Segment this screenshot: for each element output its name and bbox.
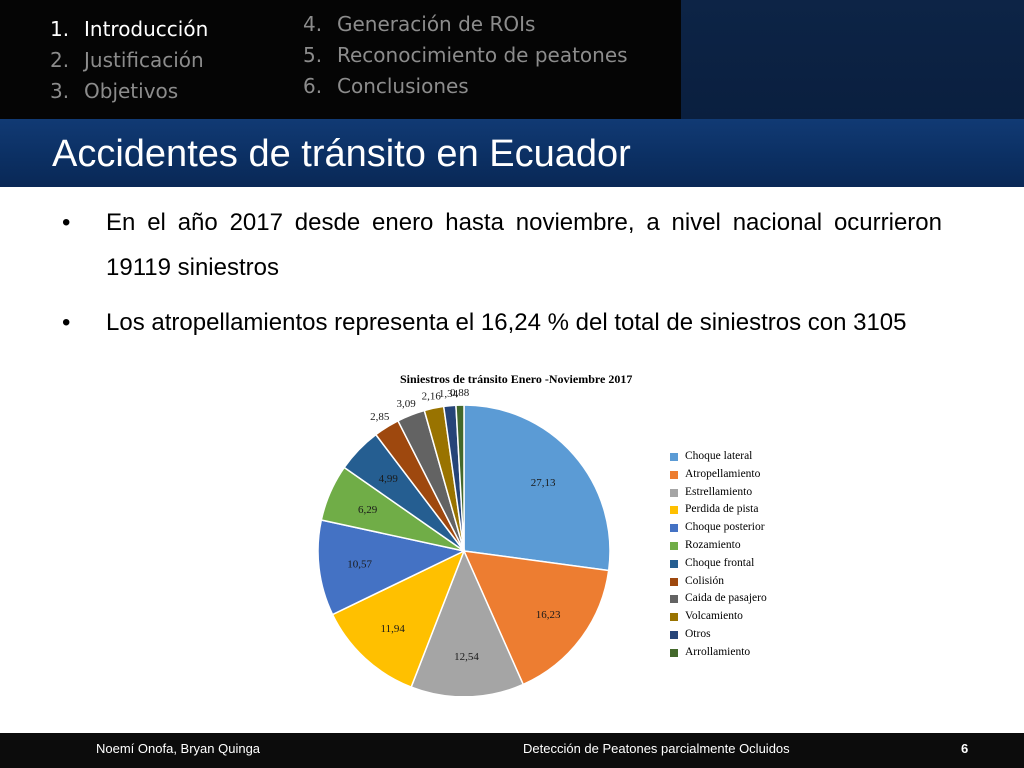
legend-swatch [670, 470, 678, 479]
bullet-item: • Los atropellamientos representa el 16,… [62, 300, 942, 345]
bullet-text: En el año 2017 desde enero hasta noviemb… [106, 209, 942, 281]
footer-authors: Noemí Onofa, Bryan Quinga [96, 741, 261, 756]
pie-data-label: 27,13 [531, 477, 556, 489]
page-number: 6 [961, 741, 969, 756]
legend-swatch [670, 506, 678, 515]
pie-data-label: 3,09 [397, 398, 417, 410]
legend-swatch [670, 559, 678, 568]
bullet-list: • En el año 2017 desde enero hasta novie… [62, 200, 942, 355]
pie-data-label: 16,23 [536, 609, 561, 621]
legend-entry: Colisión [670, 573, 767, 591]
bullet-text: Los atropellamientos representa el 16,24… [106, 309, 907, 336]
pie-data-label: 6,29 [358, 504, 378, 516]
legend-label: Arrollamiento [685, 645, 751, 658]
legend-swatch [670, 524, 678, 533]
legend-label: Choque lateral [685, 450, 753, 462]
pie-data-label: 0,88 [450, 387, 470, 399]
legend-label: Estrellamiento [685, 485, 753, 498]
legend-label: Otros [685, 627, 711, 640]
nav-right-column: 4. Generación de ROIs 5. Reconocimiento de… [303, 9, 628, 102]
nav-item-objetivos[interactable]: 3. Objetivos [50, 79, 179, 103]
legend-swatch [670, 541, 678, 550]
legend-swatch [670, 630, 678, 639]
bullet-glyph: • [62, 309, 71, 336]
nav-item-conclusiones[interactable]: 6. Conclusiones [303, 74, 469, 98]
legend-entry: Otros [670, 626, 767, 644]
legend-label: Colisión [685, 574, 724, 587]
pie-slice-perdida-de-pista [331, 549, 466, 689]
legend-label: Atropellamiento [685, 467, 761, 480]
legend-label: Choque posterior [685, 521, 765, 534]
legend-label: Volcamiento [685, 610, 743, 623]
nav-item-generacion-rois[interactable]: 4. Generación de ROIs [303, 12, 536, 36]
bullet-glyph: • [62, 209, 71, 236]
pie-chart: Siniestros de tránsito Enero -Noviembre … [300, 366, 820, 698]
legend-label: Perdida de pista [685, 503, 759, 516]
title-bar [0, 119, 1024, 187]
pie-data-label: 2,85 [370, 411, 390, 423]
legend-swatch [670, 577, 678, 586]
pie-data-label: 11,94 [381, 623, 406, 635]
legend-entry: Arrollamiento [670, 644, 767, 662]
header-accent-panel [681, 0, 1024, 119]
footer-bar [0, 733, 1024, 768]
chart-legend: Choque lateral Atropellamiento Estrellamie… [670, 448, 767, 662]
nav-item-reconocimiento[interactable]: 5. Reconocimiento de peatones [303, 43, 628, 67]
section-nav-bar [0, 0, 681, 119]
pie-data-label: 2,16 [422, 390, 442, 402]
legend-entry: Caida de pasajero [670, 590, 767, 608]
legend-entry: Perdida de pista [670, 501, 767, 519]
legend-swatch [670, 488, 678, 497]
legend-entry: Choque posterior [670, 519, 767, 537]
legend-label: Choque frontal [685, 556, 755, 569]
chart-title: Siniestros de tránsito Enero -Noviembre … [400, 372, 633, 386]
pie-chart-svg: 27,13 16,23 12,54 11,94 10,57 6,29 4,99 2,85 3,0… [317, 387, 611, 698]
legend-entry: Rozamiento [670, 537, 767, 555]
nav-item-justificacion[interactable]: 2. Justificación [50, 48, 204, 72]
legend-swatch [670, 595, 678, 604]
pie-data-label: 12,54 [454, 651, 479, 663]
pie-data-label: 1,34 [439, 388, 459, 400]
legend-swatch [670, 453, 678, 461]
pie-data-label: 4,99 [379, 473, 399, 485]
pie-data-label: 10,57 [347, 558, 372, 570]
nav-item-introduccion[interactable]: 1. Introducción [50, 17, 209, 41]
legend-swatch [670, 613, 678, 622]
legend-entry: Atropellamiento [670, 466, 767, 484]
pie-slice-atropellamiento [462, 550, 610, 686]
legend-entry: Volcamiento [670, 608, 767, 626]
legend-label: Rozamiento [685, 538, 741, 551]
legend-entry: Choque lateral [670, 448, 767, 466]
footer-topic: Detección de Peatones parcialmente Oclui… [523, 741, 790, 756]
legend-entry: Choque frontal [670, 555, 767, 573]
slide-title: Accidentes de tránsito en Ecuador [52, 133, 631, 175]
pie-slice-arrollamiento [455, 404, 465, 552]
bullet-item: • En el año 2017 desde enero hasta novie… [62, 200, 942, 290]
nav-left-column: 1. Introducción 2. Justificación 3. Objetiv… [50, 14, 208, 107]
legend-swatch [670, 648, 678, 657]
legend-label: Caida de pasajero [685, 592, 767, 605]
pie-slice-choque-lateral [463, 404, 611, 572]
legend-entry: Estrellamiento [670, 484, 767, 502]
